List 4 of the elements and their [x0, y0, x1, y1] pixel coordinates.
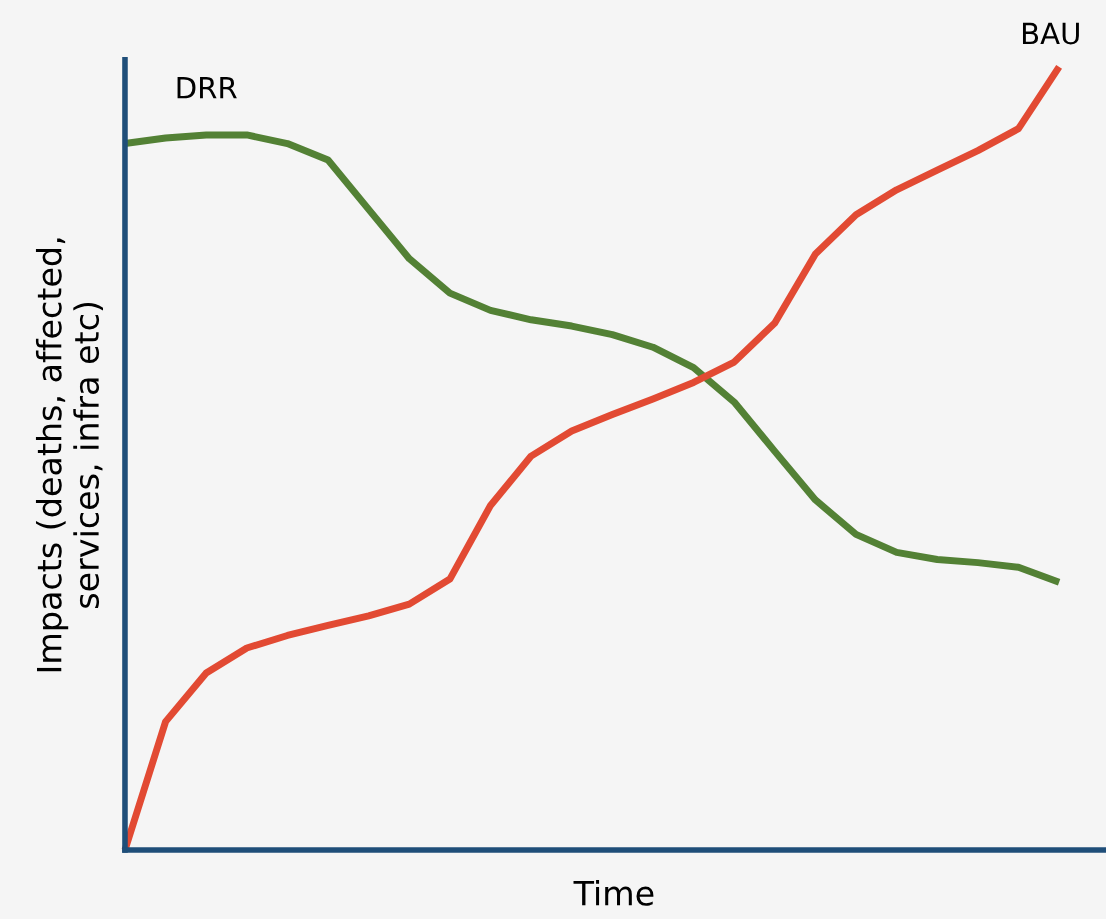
x-axis-title: Time: [573, 879, 654, 906]
series-label: DRR: [177, 77, 237, 99]
series-label: BAU: [1022, 22, 1079, 45]
y-axis-title: Impacts (deaths, affected, services, infra etc): [35, 238, 103, 672]
